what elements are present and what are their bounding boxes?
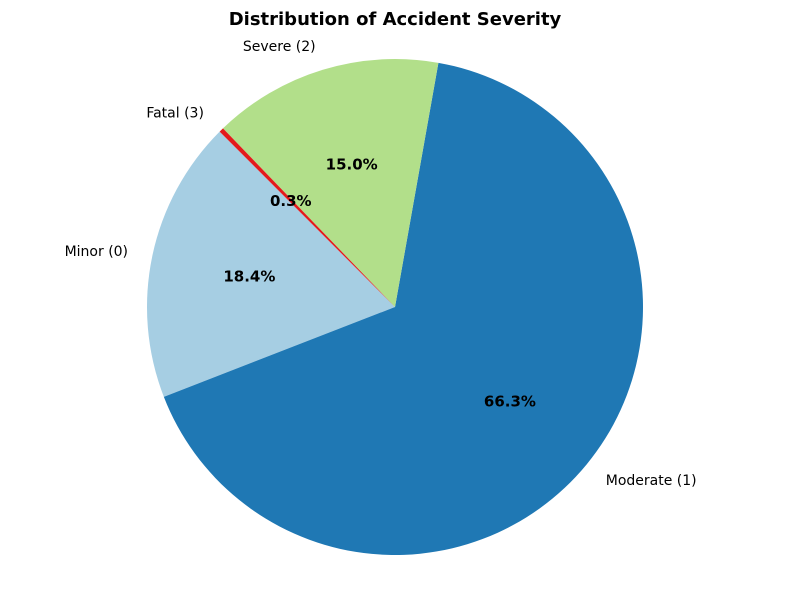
pie-slices — [146, 58, 643, 556]
slice-label-3: Fatal (3) — [146, 105, 204, 121]
pie-slice-0 — [146, 131, 395, 397]
pie-labels: Minor (0) 18.4% Moderate (1) 66.3% Severe (2… — [65, 39, 697, 489]
slice-percent-2: 15.0% — [326, 156, 378, 174]
slice-label-2: Severe (2) — [243, 39, 316, 55]
slice-percent-1: 66.3% — [484, 392, 536, 410]
pie-slice-1 — [163, 62, 643, 556]
pie-slice-2 — [222, 58, 439, 307]
chart-title: Distribution of Accident Severity — [229, 9, 562, 30]
slice-label-0: Minor (0) — [65, 244, 128, 260]
slice-percent-3: 0.3% — [270, 192, 312, 210]
slice-label-1: Moderate (1) — [606, 473, 697, 489]
pie-slice-3 — [219, 128, 395, 307]
slice-percent-0: 18.4% — [223, 267, 275, 285]
